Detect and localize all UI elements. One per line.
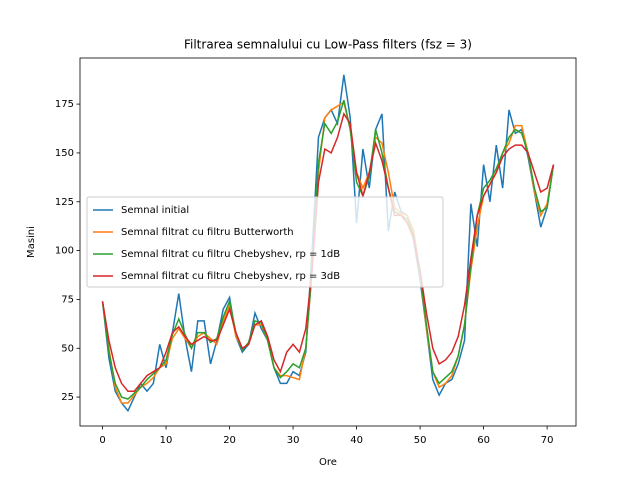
x-tick-label: 30 (287, 435, 300, 446)
y-tick-label: 125 (55, 197, 74, 208)
x-tick-label: 70 (541, 435, 554, 446)
x-tick-label: 20 (223, 435, 236, 446)
x-axis-label: Ore (319, 457, 337, 468)
x-tick-label: 0 (99, 435, 105, 446)
legend-box (86, 196, 444, 288)
x-tick-label: 60 (477, 435, 490, 446)
y-tick-label: 175 (55, 99, 74, 110)
legend-label: Semnal filtrat cu filtru Butterworth (121, 227, 294, 238)
y-axis-label: Masini (26, 226, 37, 258)
x-tick-label: 40 (350, 435, 363, 446)
y-tick-label: 50 (61, 343, 74, 354)
x-tick-label: 10 (160, 435, 173, 446)
y-tick-label: 75 (61, 294, 74, 305)
legend-label: Semnal filtrat cu filtru Chebyshev, rp =… (121, 271, 340, 282)
legend-label: Semnal filtrat cu filtru Chebyshev, rp =… (121, 249, 340, 260)
chart-title: Filtrarea semnalului cu Low-Pass filters… (184, 38, 472, 52)
y-tick-label: 150 (55, 148, 74, 159)
y-tick-label: 25 (61, 392, 74, 403)
series-line (101, 112, 555, 392)
y-tick-label: 100 (55, 246, 74, 257)
x-tick-label: 50 (414, 435, 427, 446)
series-line (101, 100, 555, 404)
legend-label: Semnal initial (121, 205, 189, 216)
plot-frame (79, 57, 577, 427)
